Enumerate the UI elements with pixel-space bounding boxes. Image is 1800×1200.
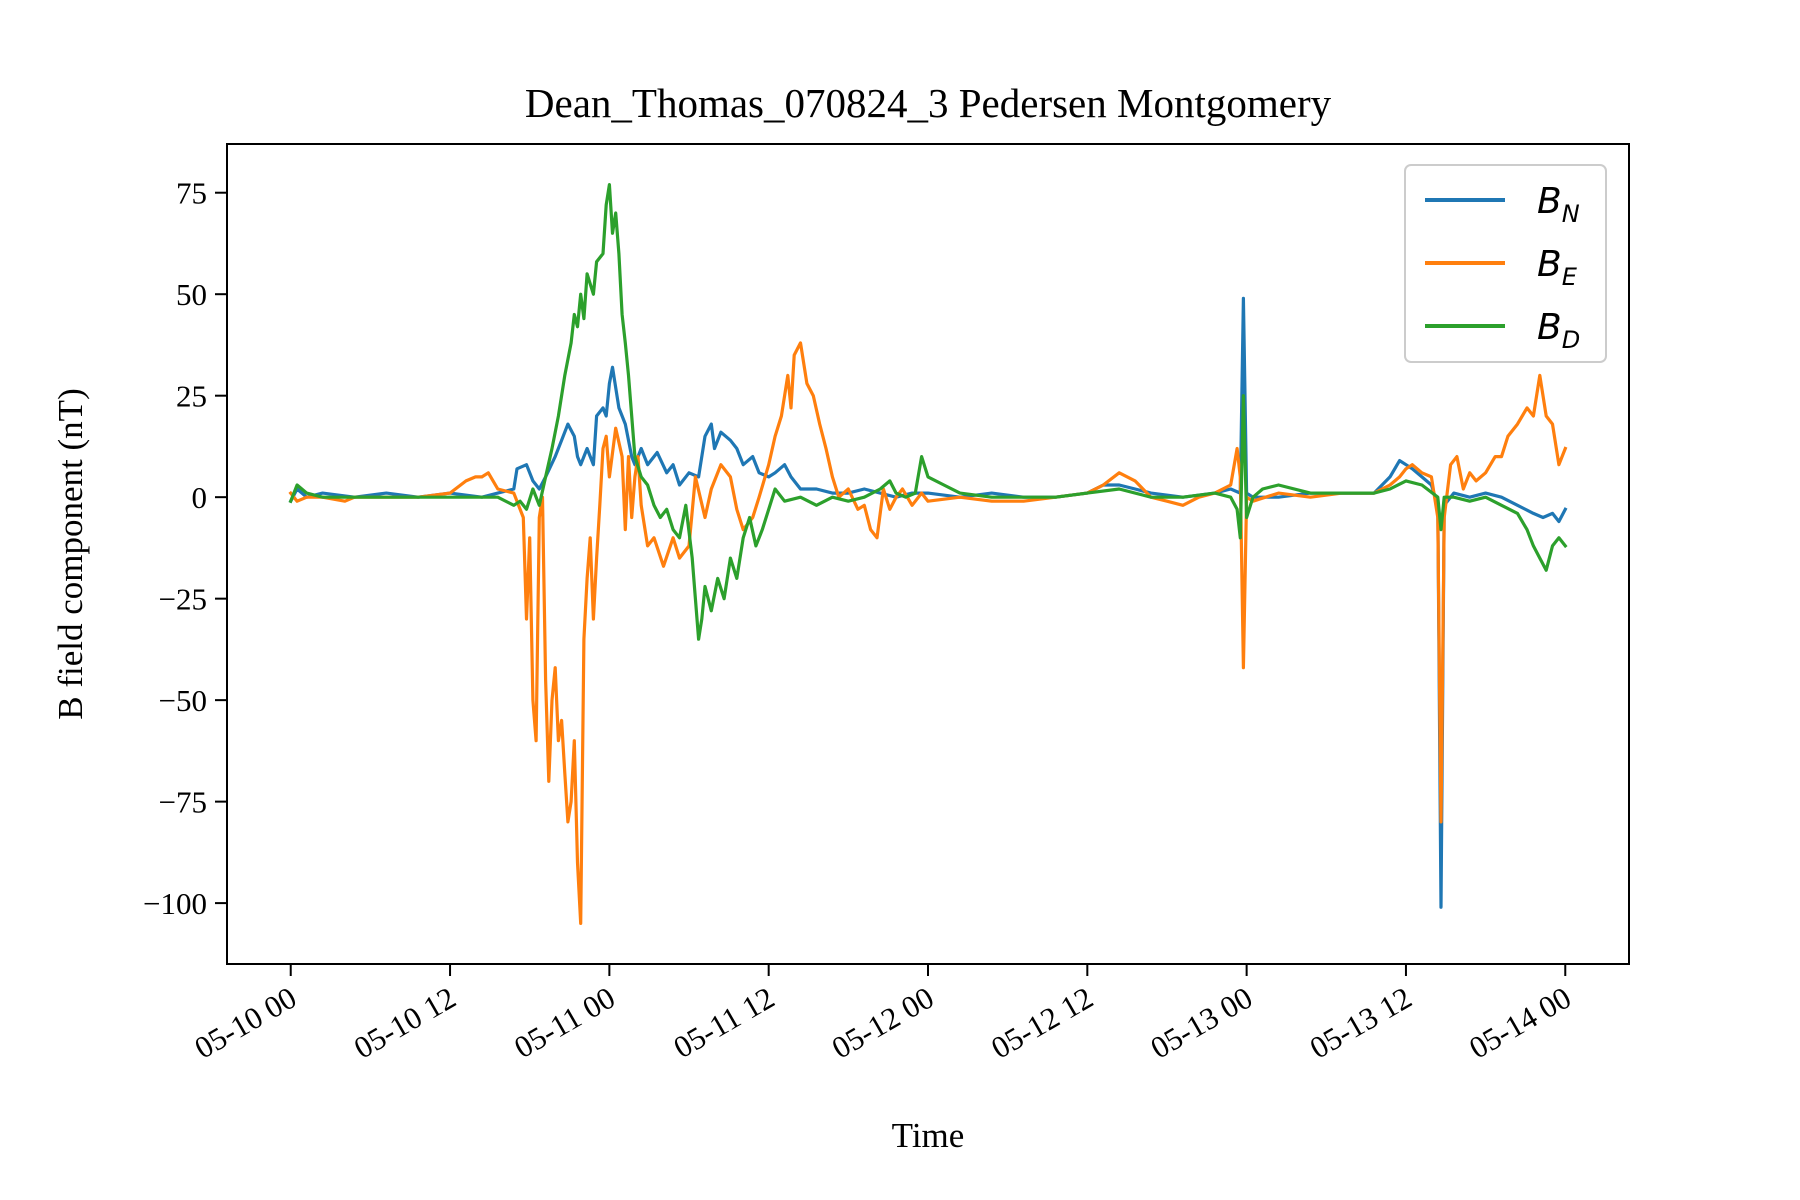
y-tick-label: 0: [192, 480, 208, 515]
y-tick-label: 25: [176, 379, 207, 414]
legend-label-e: BE: [1537, 244, 1578, 291]
y-tick-label: −100: [143, 886, 207, 921]
series-line-d: [288, 183, 1568, 641]
series-layer: [288, 183, 1568, 925]
legend: BN BE BD: [1404, 164, 1607, 363]
y-axis-label: B field component (nT): [51, 388, 90, 719]
series-line-e: [288, 341, 1568, 925]
y-axis: 75 50 25 0 −25 −50 −75 −100: [143, 176, 227, 921]
y-tick-label: −75: [159, 785, 207, 820]
y-tick-label: 75: [176, 176, 207, 211]
legend-label-d: BD: [1537, 307, 1580, 354]
y-tick-label: −50: [159, 683, 207, 718]
y-tick-label: 50: [176, 277, 207, 312]
legend-label-n: BN: [1537, 181, 1580, 228]
plot-area: [226, 143, 1630, 965]
chart-title: Dean_Thomas_070824_3 Pedersen Montgomery: [525, 80, 1332, 126]
y-tick-label: −25: [159, 582, 207, 617]
legend-frame: [1404, 164, 1607, 363]
series-line-n: [288, 296, 1568, 909]
x-axis-label: Time: [892, 1116, 965, 1155]
